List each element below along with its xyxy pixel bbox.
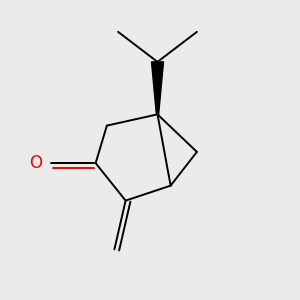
Polygon shape (152, 62, 164, 114)
Text: O: O (29, 154, 42, 172)
